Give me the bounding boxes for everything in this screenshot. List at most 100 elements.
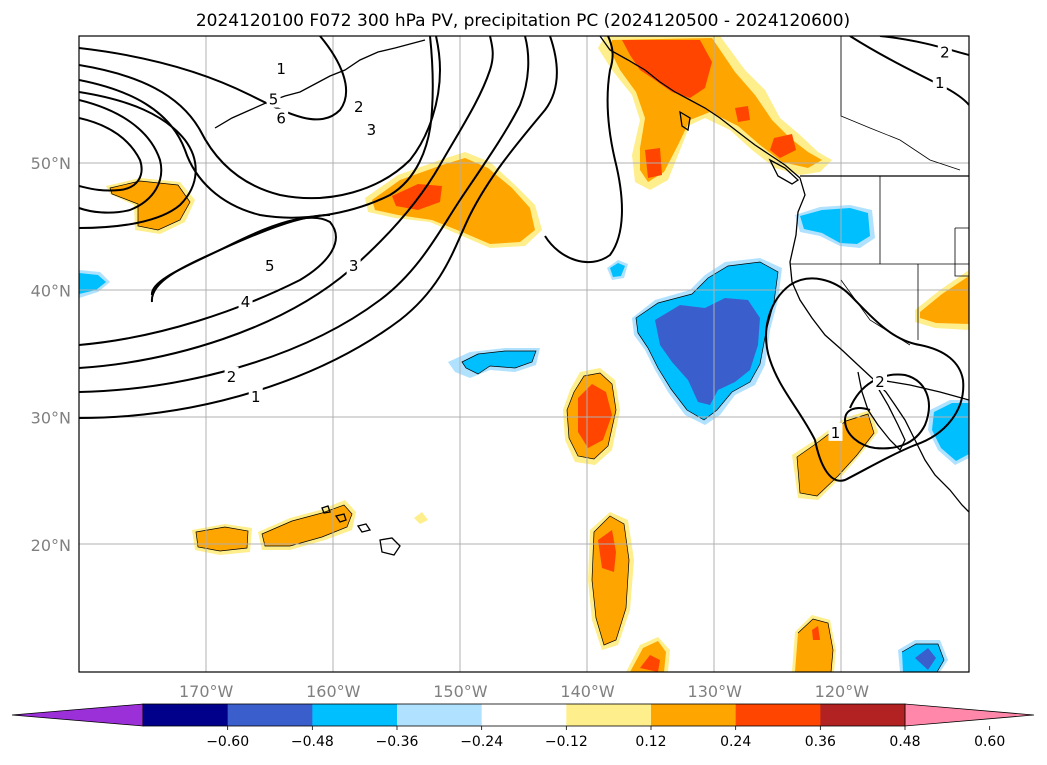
- pv-contour-california-2: [843, 373, 930, 450]
- hawaii-oahu: [334, 513, 347, 523]
- neg-region-34n-core: [462, 351, 536, 374]
- pos-region-alaska-strong: [622, 40, 712, 98]
- state-border-3: [954, 227, 969, 277]
- map-frame: [78, 35, 970, 673]
- pv-contour-label: 1: [251, 388, 261, 406]
- lat-tick-label: 20°N: [31, 536, 71, 555]
- colorbar-tick-label: −0.60: [206, 734, 249, 750]
- pos-region-south-3-strong: [812, 626, 820, 640]
- baja-peninsula: [857, 371, 906, 452]
- canada-interior: [840, 36, 961, 171]
- pv-contour-east-2: [879, 36, 969, 56]
- vancouver-island: [768, 158, 800, 185]
- pos-region-hawaii-2-core: [262, 505, 352, 546]
- pv-label-background: [346, 256, 361, 275]
- pos-region-hawaii-1-core: [196, 527, 248, 551]
- neg-region-west-edge-core: [79, 273, 106, 294]
- lon-tick-label: 170°W: [179, 682, 234, 701]
- colorbar-tick-label: −0.12: [545, 734, 588, 750]
- lon-tick-label: 140°W: [560, 682, 615, 701]
- pv-contour-6-north: [79, 117, 143, 192]
- pv-contour-label: 5: [265, 257, 275, 275]
- colorbar-swatch: [397, 704, 483, 726]
- colorbar-swatch: [735, 704, 821, 726]
- pos-region-south-2-strong: [640, 655, 660, 672]
- lat-tick-label: 50°N: [31, 154, 71, 173]
- pv-contour-5-west: [150, 214, 331, 303]
- pv-contour-label: 2: [875, 373, 885, 391]
- pv-contour-label: 1: [831, 424, 841, 442]
- pv-contour-label: 3: [367, 121, 377, 139]
- colorbar-swatch: [820, 704, 906, 726]
- pv-contour-california-1: [765, 277, 965, 482]
- colorbar-tick-label: 0.60: [974, 734, 1005, 750]
- neg-region-bottom-right-core: [915, 648, 936, 670]
- pos-region-hawaii-3: [414, 512, 428, 524]
- colorbar-swatch: [143, 704, 229, 726]
- hawaii-kauai: [321, 505, 331, 514]
- colorbar-tick-label: −0.36: [376, 734, 419, 750]
- colorbar-swatch: [566, 704, 652, 726]
- lon-tick-label: 120°W: [815, 682, 870, 701]
- colorbar-swatch: [651, 704, 737, 726]
- neg-region-california-core: [655, 298, 760, 405]
- pv-contour-label: 2: [940, 44, 950, 62]
- pv-label-background: [262, 256, 277, 275]
- outline-california: [635, 261, 779, 421]
- pv-label-background: [266, 89, 281, 108]
- outline-central: [566, 372, 617, 460]
- neg-region-northwest-us-core: [800, 208, 870, 244]
- pos-region-bc-strong-3: [735, 106, 750, 122]
- pv-contour-label: 4: [241, 293, 251, 311]
- colorbar-tick-label: 0.12: [635, 734, 666, 750]
- pv-contour-mid-pacific: [544, 36, 623, 264]
- pv-contour-label: 2: [354, 98, 364, 116]
- pv-label-background: [274, 108, 289, 127]
- pv-contour-1-west: [79, 36, 558, 419]
- pos-region-north-pacific-strong: [392, 184, 442, 210]
- colorbar-extend-low: [11, 703, 144, 727]
- colorbar-tick-label: 0.36: [805, 734, 836, 750]
- lon-tick-label: 150°W: [433, 682, 488, 701]
- pv-label-background: [828, 422, 843, 441]
- latitude-tick-labels: 20°N 30°N 40°N 50°N: [31, 154, 71, 555]
- pv-contour-label: 2: [227, 368, 237, 386]
- pos-region-west-core: [110, 181, 190, 230]
- lat-tick-label: 30°N: [31, 409, 71, 428]
- pv-label-background: [937, 42, 952, 61]
- neg-region-41n-core: [610, 263, 625, 277]
- outline-hawaii-1: [195, 526, 249, 552]
- pv-contour-2-north: [79, 36, 442, 200]
- pv-contour-label: 1: [276, 60, 286, 78]
- lat-tick-label: 40°N: [31, 281, 71, 300]
- colorbar-tick-label: −0.48: [291, 734, 334, 750]
- pv-label-background: [932, 73, 947, 92]
- precipitation-shading: [79, 36, 969, 672]
- pv-label-background: [224, 366, 239, 385]
- pv-contour-outer-north: [79, 91, 197, 229]
- haida-gwaii: [679, 110, 691, 132]
- colorbar-swatch: [227, 704, 313, 726]
- colorbar: −0.60 −0.48 −0.36 −0.24 −0.12 0.12 0.24 0.36 0.4…: [11, 703, 1035, 750]
- alaska-panhandle: [599, 36, 801, 179]
- pv-contour-label: 6: [276, 110, 286, 128]
- pos-region-north-pacific-core: [372, 158, 535, 244]
- pv-contour-5-north: [79, 99, 163, 214]
- outline-hawaii-2: [261, 504, 353, 547]
- colorbar-swatch: [312, 704, 398, 726]
- pos-region-bc-strong-1: [770, 134, 796, 158]
- pv-contour-3-west: [79, 36, 494, 369]
- colorbar-frame: [142, 703, 906, 727]
- pos-region-south-1-strong: [598, 530, 616, 572]
- hawaii-maui: [356, 523, 372, 533]
- outline-south-1: [591, 515, 630, 646]
- hawaii-big-island: [379, 537, 401, 556]
- outline-bottom-right: [901, 643, 945, 672]
- colorbar-extend-high: [904, 703, 1035, 727]
- pos-region-baja-core: [797, 414, 874, 496]
- pv-contour-label: 5: [269, 91, 279, 109]
- outline-south-3: [797, 618, 834, 672]
